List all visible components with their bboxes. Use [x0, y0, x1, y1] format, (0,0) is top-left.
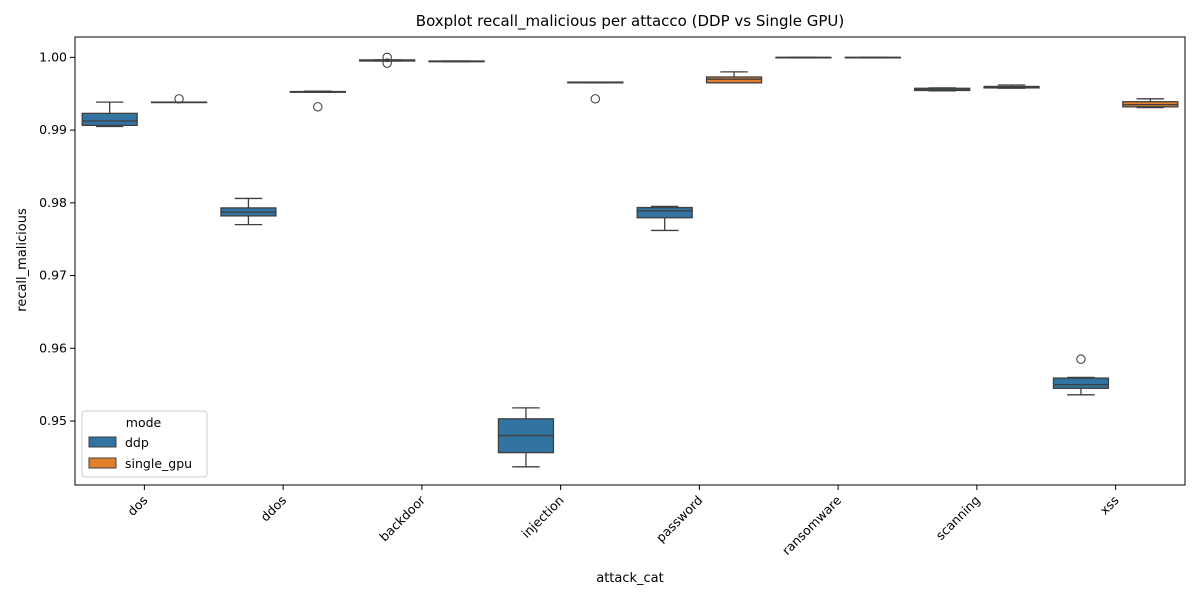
legend-swatch-ddp [88, 436, 117, 448]
y-tick-label: 0.98 [39, 195, 67, 210]
y-tick-label: 0.95 [39, 413, 67, 428]
outlier-point [382, 52, 392, 63]
x-tick-label: password [653, 493, 706, 546]
box-single_gpu-xss [1122, 98, 1179, 109]
x-tick-label: scanning [933, 493, 983, 543]
chart-title: Boxplot recall_malicious per attacco (DD… [416, 12, 844, 31]
y-axis: 0.95 0.96 0.97 0.98 0.99 1.00 [39, 49, 75, 428]
box-ddp-dos [81, 101, 138, 128]
box-iqr [705, 76, 763, 84]
legend-label-single_gpu: single_gpu [125, 456, 192, 471]
outlier-point [382, 58, 392, 68]
outlier-point [313, 102, 323, 112]
legend-title: mode [126, 415, 162, 430]
plot-frame [74, 36, 1186, 486]
outlier-point [174, 94, 184, 104]
box-ddp-backdoor [359, 52, 416, 68]
outlier-point [590, 94, 601, 104]
x-tick-label: ransomware [779, 492, 845, 558]
y-axis-label: recall_malicious [15, 208, 30, 312]
legend: mode ddp single_gpu [81, 410, 208, 478]
x-tick-label: dos [124, 493, 150, 519]
x-axis: dos ddos backdoor injection password ransomwa… [124, 485, 1122, 558]
box-ddp-scanning [914, 87, 971, 92]
box-single_gpu-ddos [289, 90, 346, 112]
legend-swatch-single_gpu [88, 457, 117, 469]
box-iqr [1052, 377, 1110, 389]
box-ddp-ransomware [775, 56, 832, 59]
box-iqr [636, 206, 693, 219]
box-single_gpu-ransomware [844, 56, 901, 59]
box-iqr [81, 112, 138, 127]
x-tick-label: backdoor [376, 492, 428, 544]
box-single_gpu-injection [567, 81, 624, 104]
x-tick-label: xss [1097, 493, 1122, 518]
box-single_gpu-password [705, 71, 763, 84]
outlier-point [1076, 354, 1086, 364]
box-single_gpu-backdoor [428, 60, 485, 63]
box-ddp-xss [1052, 354, 1110, 396]
box-ddp-ddos [220, 197, 277, 226]
box-single_gpu-dos [150, 94, 208, 104]
box-single_gpu-scanning [983, 84, 1040, 89]
x-tick-label: injection [518, 493, 566, 541]
y-tick-label: 1.00 [39, 49, 67, 64]
box-ddp-password [636, 205, 693, 232]
plot-area [74, 36, 1186, 486]
y-tick-label: 0.96 [39, 340, 67, 355]
legend-label-ddp: ddp [125, 435, 149, 450]
box-ddp-injection [497, 407, 555, 468]
y-tick-label: 0.99 [39, 122, 67, 137]
x-tick-label: ddos [257, 493, 289, 525]
x-axis-label: attack_cat [596, 571, 664, 586]
y-tick-label: 0.97 [39, 268, 67, 283]
